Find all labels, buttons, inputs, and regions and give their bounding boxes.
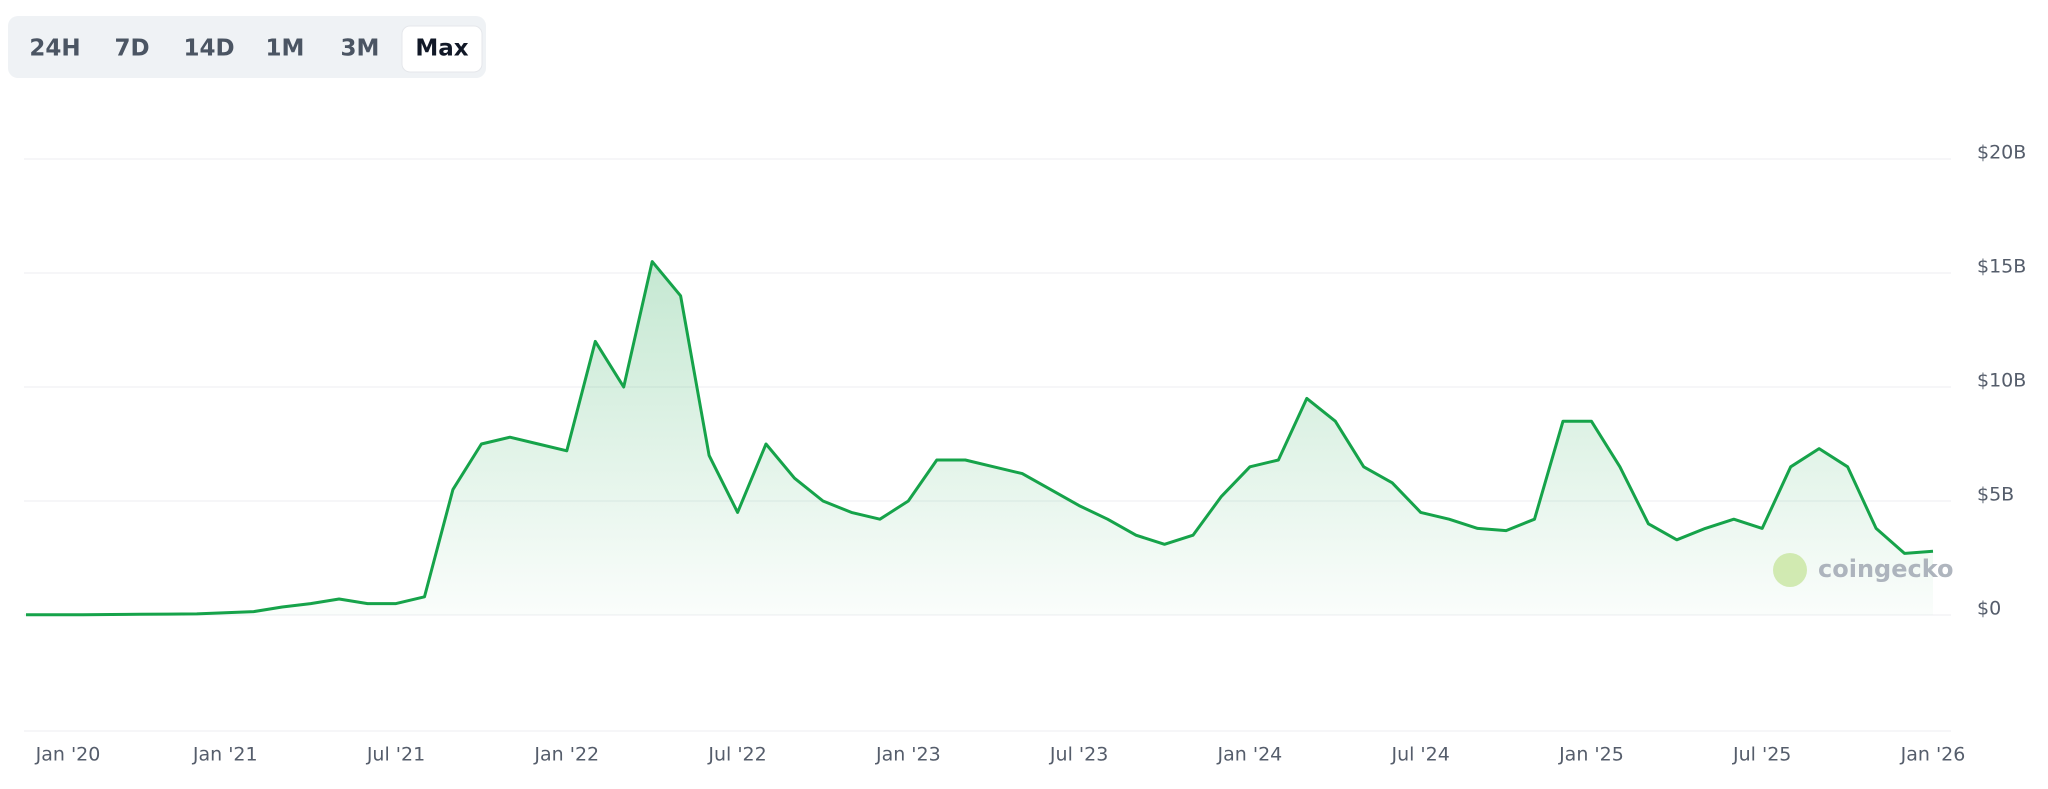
x-tick-label: Jan '24: [1217, 744, 1283, 766]
line: [26, 260, 1934, 617]
timeframe-button[interactable]: 14D: [183, 36, 234, 62]
y-tick-label: $0: [1977, 598, 2001, 620]
x-tick-label: Jul '21: [366, 744, 425, 766]
plot: $0 $5B $10B $15B $20B Jan '20 Jan '21 Jul '21 Ja…: [24, 142, 2026, 766]
area: [26, 261, 1933, 615]
x-tick-label: Jan '21: [192, 744, 258, 766]
x-tick-label: Jul '24: [1390, 744, 1449, 766]
timeframe-button[interactable]: 24H: [29, 36, 80, 62]
active-button-bg: [401, 25, 483, 73]
watermark: coingecko: [1818, 555, 1954, 583]
watermark-logo: [1773, 553, 1807, 587]
x-tick-label: Jan '23: [875, 744, 941, 766]
timeframe-bar: [8, 16, 486, 78]
timeframe-button[interactable]: Max: [415, 36, 468, 62]
y-tick-label: $20B: [1977, 142, 2026, 164]
y-tick-label: $5B: [1977, 484, 2014, 506]
x-tick-label: Jul '22: [707, 744, 766, 766]
timeframe-button[interactable]: 3M: [341, 36, 380, 62]
y-tick-label: $15B: [1977, 256, 2026, 278]
y-tick-label: $10B: [1977, 370, 2026, 392]
x-tick-label: Jan '26: [1900, 744, 1966, 766]
toolbar: 24H 7D 14D 1M 3M Max: [29, 25, 483, 73]
x-tick-label: Jul '25: [1732, 744, 1791, 766]
x-tick-label: Jan '25: [1558, 744, 1624, 766]
x-tick-label: Jan '22: [533, 744, 599, 766]
x-tick-label: Jul '23: [1049, 744, 1108, 766]
timeframe-button[interactable]: 7D: [114, 36, 149, 62]
timeframe-button[interactable]: 1M: [266, 36, 305, 62]
x-tick-label: Jan '20: [35, 744, 101, 766]
